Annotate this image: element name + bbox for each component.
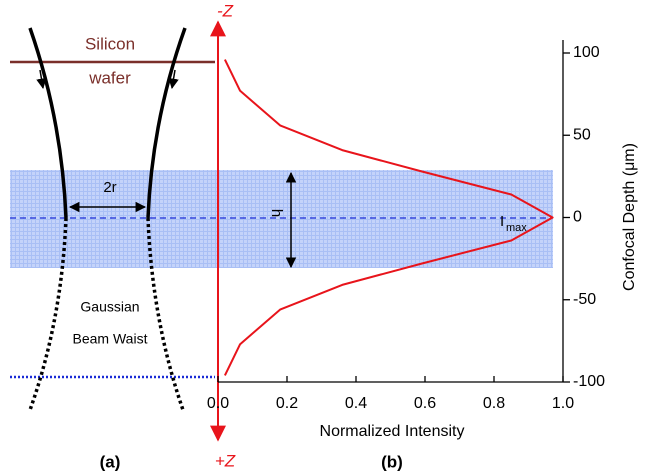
label: wafer xyxy=(88,68,131,87)
y-tick-label: -50 xyxy=(573,291,596,308)
x-tick-label: 1.0 xyxy=(552,395,574,412)
intensity-curve xyxy=(224,59,554,376)
y-tick-label: 0 xyxy=(573,209,582,226)
x-tick-label: 0.8 xyxy=(483,395,505,412)
beam-extension xyxy=(146,217,185,411)
beam xyxy=(28,27,68,219)
beam xyxy=(146,27,187,219)
panel-label: (b) xyxy=(381,452,403,471)
x-tick-label: 0.0 xyxy=(207,395,229,412)
label: -Z xyxy=(217,1,234,20)
label: Silicon xyxy=(85,34,135,53)
y-tick-label: 50 xyxy=(573,126,591,143)
label: h xyxy=(268,209,285,217)
y-tick-label: 100 xyxy=(573,44,600,61)
label: +Z xyxy=(215,451,236,470)
y-tick-label: -100 xyxy=(573,373,605,390)
label: 2r xyxy=(103,179,116,196)
label: Gaussian xyxy=(80,299,139,315)
x-tick-label: 0.6 xyxy=(414,395,436,412)
x-tick-label: 0.4 xyxy=(345,395,367,412)
beam-extension xyxy=(28,217,68,411)
beam-arrow xyxy=(168,69,179,90)
label: I xyxy=(500,213,504,230)
x-axis-title: Normalized Intensity xyxy=(320,423,465,440)
y-axis-title: Confocal Depth (μm) xyxy=(621,143,638,291)
focus-band xyxy=(10,170,553,268)
label: max xyxy=(506,222,527,234)
beam-arrow xyxy=(36,69,47,90)
panel-label: (a) xyxy=(100,452,121,471)
label: Beam Waist xyxy=(73,331,148,347)
x-tick-label: 0.2 xyxy=(276,395,298,412)
